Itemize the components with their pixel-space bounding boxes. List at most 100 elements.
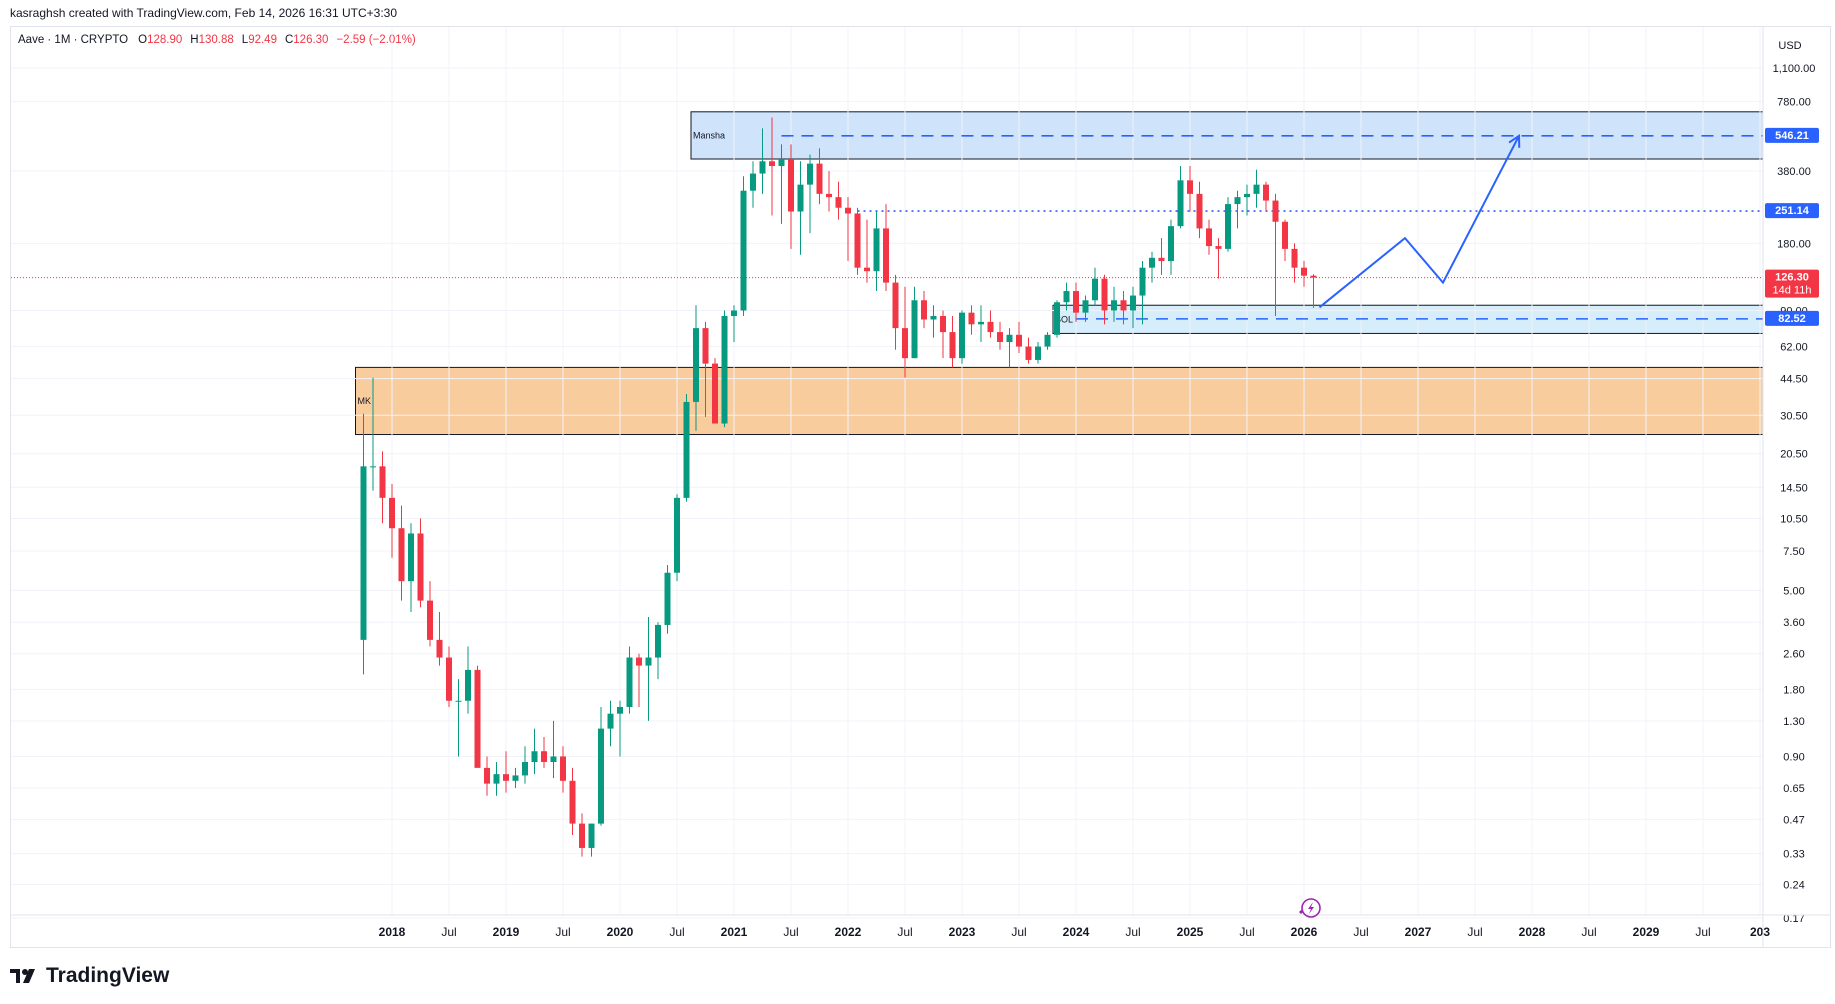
candle[interactable] [864,219,870,283]
candle[interactable] [769,117,775,216]
candle[interactable] [493,762,500,796]
candle[interactable] [911,286,918,359]
candle[interactable] [1310,274,1317,308]
candle[interactable] [531,728,538,775]
candle[interactable] [617,700,623,757]
candle[interactable] [816,148,823,205]
candle[interactable] [845,197,851,261]
candle[interactable] [1177,166,1184,229]
candle[interactable] [1073,282,1079,322]
candle[interactable] [968,305,975,335]
candle[interactable] [949,316,956,368]
candle[interactable] [579,813,585,857]
candle[interactable] [1082,295,1089,322]
candle[interactable] [740,176,747,317]
candle[interactable] [683,393,690,502]
currency-label[interactable]: USD [1778,40,1801,52]
candle[interactable] [987,310,994,338]
candle[interactable] [997,321,1003,350]
candle[interactable] [417,518,424,608]
candle[interactable] [883,204,889,292]
candle[interactable] [807,154,813,234]
candle[interactable] [408,523,414,613]
candle[interactable] [702,321,709,417]
candle[interactable] [1244,184,1250,216]
candle[interactable] [902,286,908,378]
candle[interactable] [1158,238,1165,275]
candle[interactable] [1291,243,1298,283]
candle[interactable] [550,720,557,779]
candle[interactable] [541,737,547,768]
candle[interactable] [778,144,785,224]
candle[interactable] [1016,321,1022,354]
price-label[interactable]: 251.14 [1765,203,1819,219]
candle[interactable] [1196,181,1203,239]
candle[interactable] [655,622,661,680]
candle[interactable] [522,746,528,784]
candle[interactable] [826,170,832,212]
candle[interactable] [436,612,443,666]
symbol-label[interactable]: Aave · 1M · CRYPTO [18,34,129,46]
candle[interactable] [569,767,576,836]
candle[interactable] [854,207,861,275]
candle[interactable] [1063,282,1070,311]
candle[interactable] [389,484,395,558]
candle[interactable] [721,310,728,428]
candle[interactable] [1149,251,1155,283]
candle[interactable] [1215,238,1222,279]
lightning-icon[interactable] [1299,898,1321,918]
candle[interactable] [474,665,481,768]
candle[interactable] [1054,300,1060,338]
candle[interactable] [1234,190,1241,229]
candle[interactable] [921,291,927,329]
candle[interactable] [484,756,490,796]
candle[interactable] [1282,219,1288,261]
candle[interactable] [379,451,386,524]
candle[interactable] [693,305,699,431]
candle[interactable] [1187,166,1193,212]
candle[interactable] [674,494,680,582]
tradingview-logo[interactable]: TradingView [10,964,169,988]
candle[interactable] [797,161,804,255]
candle[interactable] [1253,169,1260,208]
candle[interactable] [930,305,937,338]
candle[interactable] [1139,261,1146,325]
candle[interactable] [959,310,965,364]
candle[interactable] [465,646,471,714]
candle[interactable] [1035,341,1041,364]
candle[interactable] [503,751,509,793]
candle[interactable] [512,767,519,788]
candle[interactable] [1101,274,1108,325]
candle[interactable] [759,128,766,194]
candle[interactable] [427,581,433,647]
candle[interactable] [560,746,566,793]
candle[interactable] [940,310,946,359]
candle[interactable] [664,564,671,634]
price-label[interactable]: 546.21 [1765,127,1819,143]
candle[interactable] [645,616,652,721]
candle[interactable] [1092,267,1098,306]
candle[interactable] [1111,286,1117,322]
candle[interactable] [1120,291,1127,325]
candle[interactable] [588,823,595,857]
candle[interactable] [1301,261,1307,287]
candle[interactable] [978,305,984,342]
candle[interactable] [835,181,842,220]
candle[interactable] [750,161,756,208]
candle[interactable] [455,679,462,757]
candle[interactable] [1130,286,1136,329]
candle[interactable] [636,653,642,707]
candle[interactable] [398,505,405,601]
candle[interactable] [1006,328,1013,368]
candle[interactable] [446,646,452,707]
candle[interactable] [712,358,718,424]
candle[interactable] [731,305,737,342]
candle[interactable] [1168,219,1174,275]
candle[interactable] [788,144,794,249]
candle[interactable] [892,274,899,350]
candle[interactable] [1044,332,1051,350]
candle[interactable] [598,707,604,826]
candle[interactable] [1225,197,1231,252]
candle[interactable] [1025,337,1032,364]
